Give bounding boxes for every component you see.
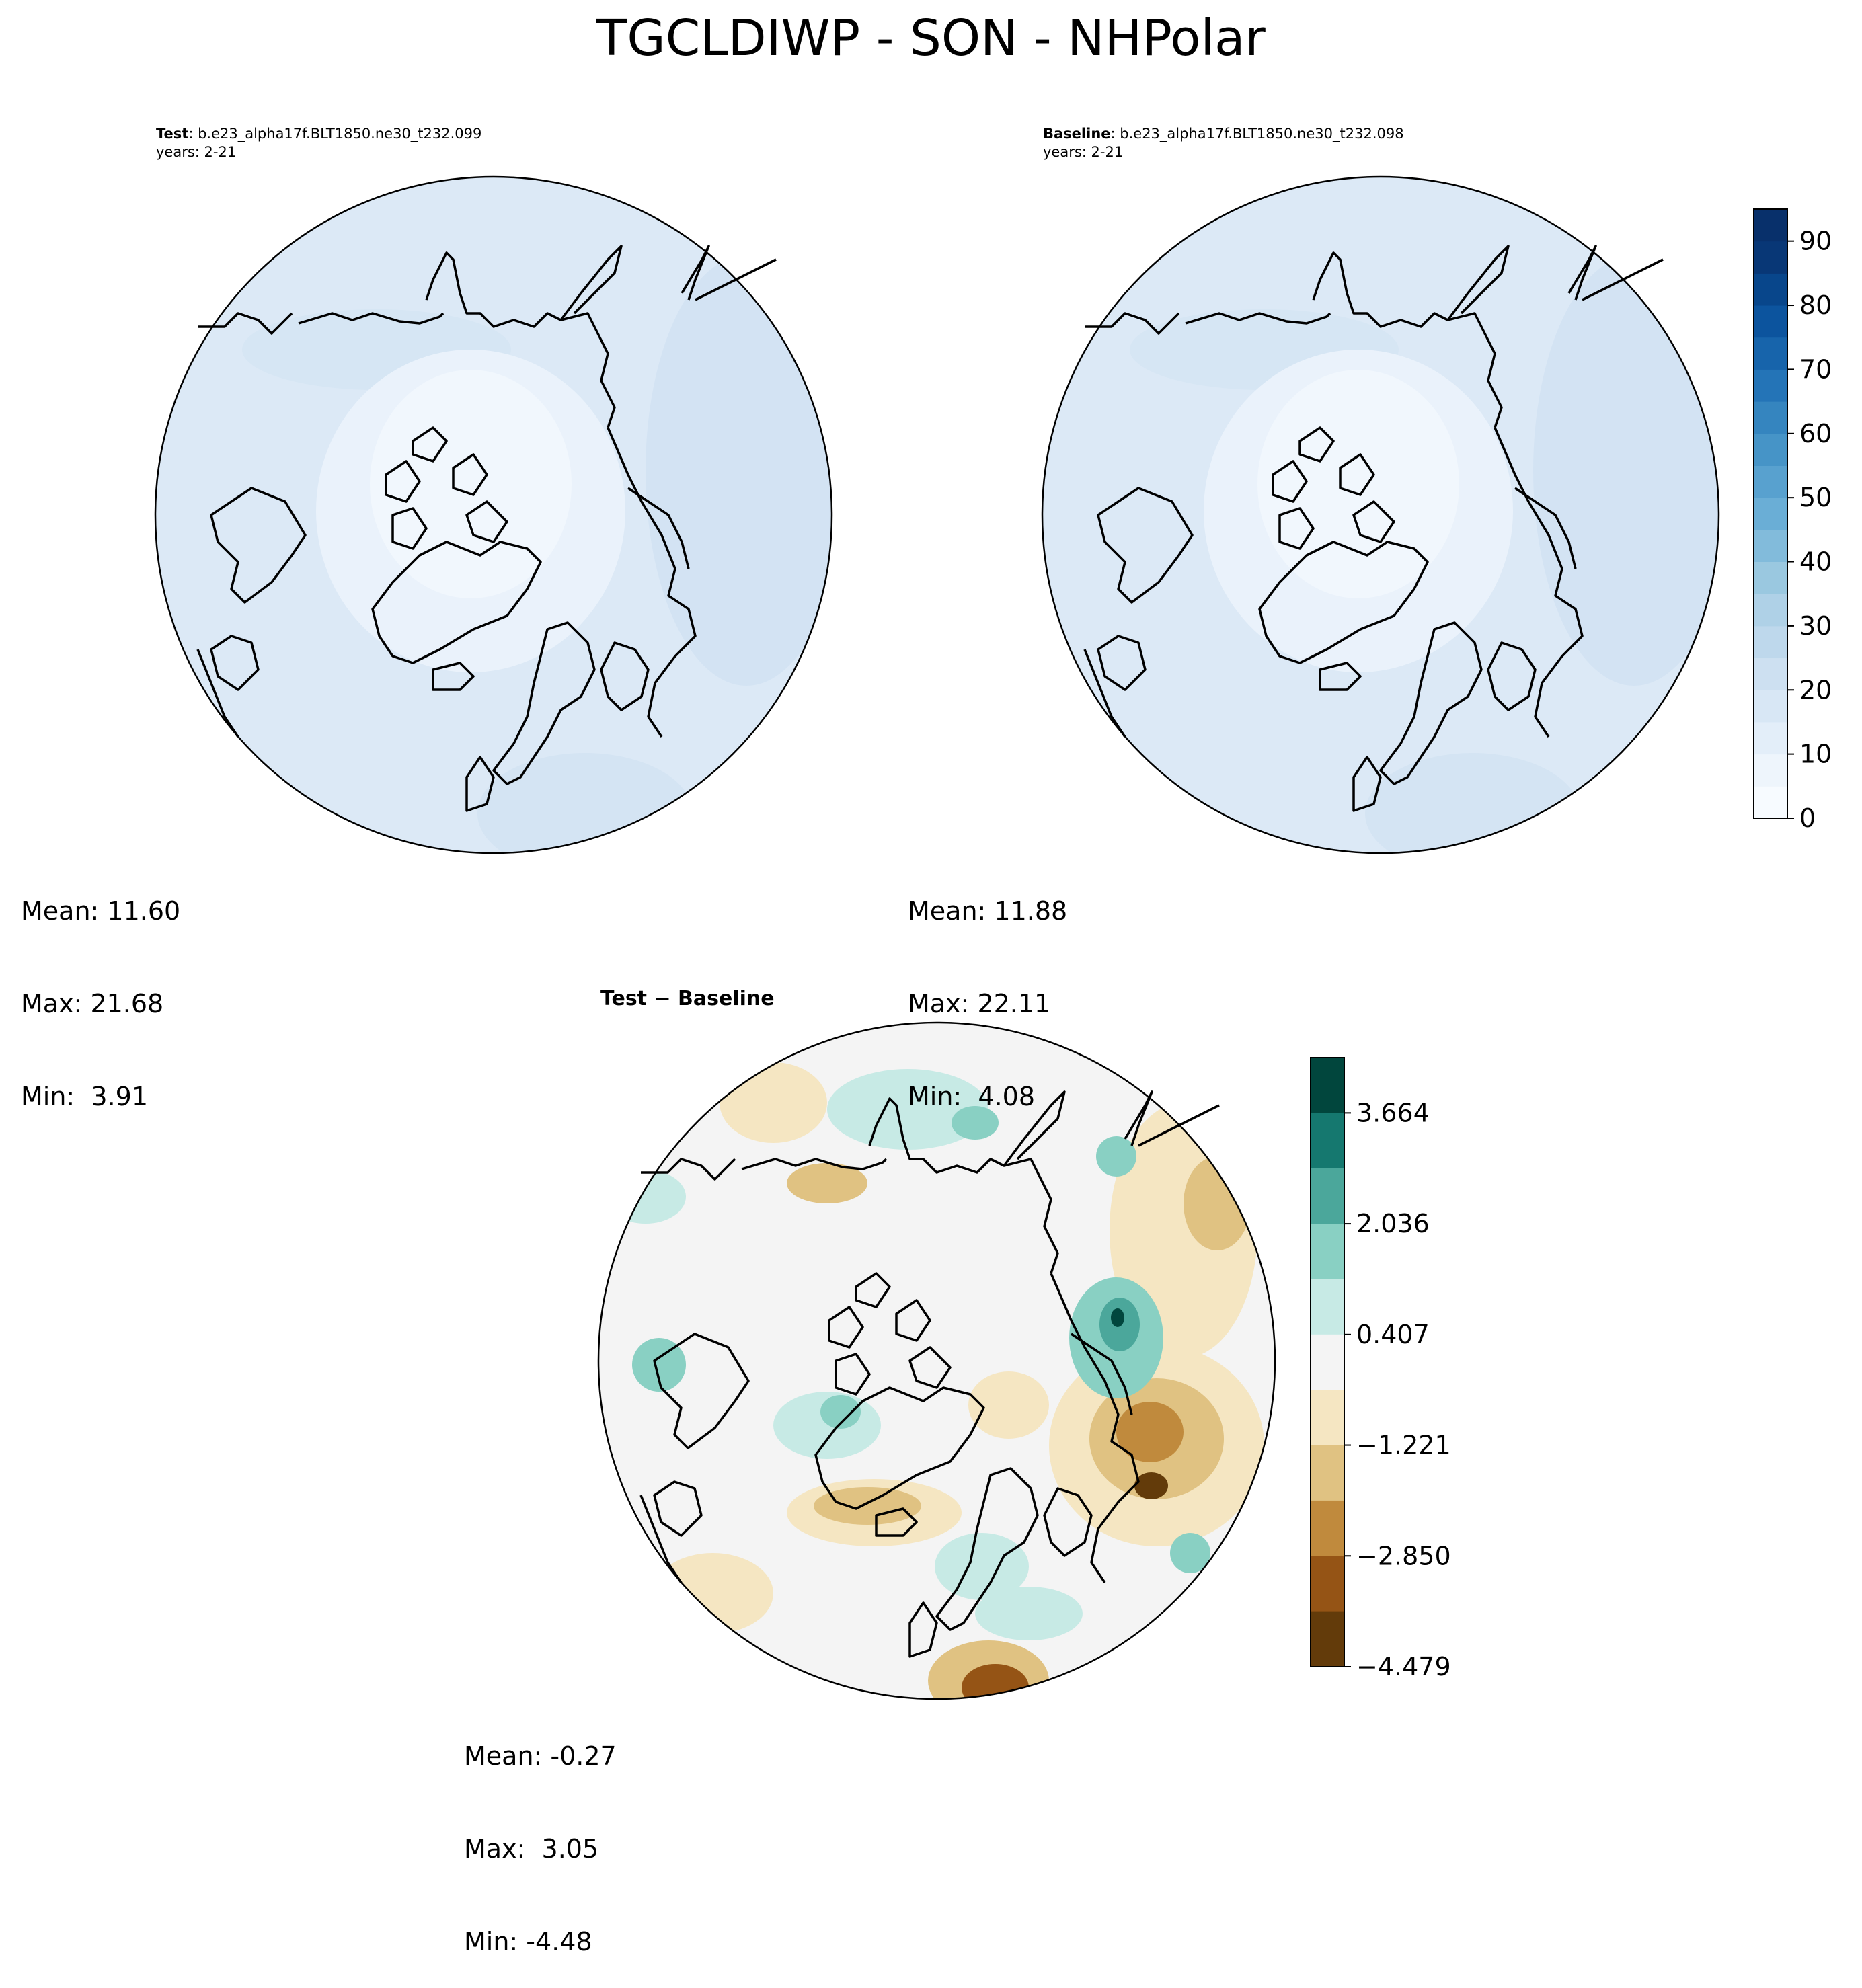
diff-colorbar-tick-label: −2.850 xyxy=(1356,1541,1451,1570)
diff-colorbar-band xyxy=(1311,1334,1344,1390)
field-colorbar-tick-label: 80 xyxy=(1799,290,1832,320)
field-colorbar-tick-label: 30 xyxy=(1799,611,1832,641)
field-colorbar-band xyxy=(1754,305,1787,338)
field-colorbar-band xyxy=(1754,433,1787,466)
diff-colorbar-band xyxy=(1311,1113,1344,1169)
diff-colorbar: 3.664 2.036 0.407 −1.221 −2.850 −4.479 xyxy=(1310,1057,1451,1681)
figure-title: TGCLDIWP - SON - NHPolar xyxy=(596,9,1266,67)
diff-colorbar-band xyxy=(1311,1445,1344,1501)
diff-colorbar-band xyxy=(1311,1500,1344,1556)
diff-colorbar-tick-label: 2.036 xyxy=(1356,1209,1430,1238)
field-colorbar-tick-label: 10 xyxy=(1799,740,1832,769)
field-colorbar-band xyxy=(1754,529,1787,563)
field-colorbar-band xyxy=(1754,369,1787,402)
field-colorbar-band xyxy=(1754,721,1787,755)
field-colorbar-band xyxy=(1754,690,1787,723)
field-colorbar-band xyxy=(1754,465,1787,498)
diff-colorbar-band xyxy=(1311,1058,1344,1113)
field-colorbar-tick-label: 90 xyxy=(1799,227,1832,256)
test-max: Max: 21.68 xyxy=(21,989,164,1019)
baseline-mean: Mean: 11.88 xyxy=(908,896,1068,926)
field-colorbar-tick-label: 40 xyxy=(1799,547,1832,577)
diff-colorbar-band xyxy=(1311,1390,1344,1446)
test-years: years: 2-21 xyxy=(156,144,237,160)
test-case-name: : b.e23_alpha17f.BLT1850.ne30_t232.099 xyxy=(188,126,482,142)
field-colorbar-band xyxy=(1754,625,1787,659)
field-colorbar-band xyxy=(1754,786,1787,819)
test-stats: Mean: 11.60 Max: 21.68 Min: 3.91 xyxy=(21,834,180,1143)
diff-colorbar-tick-label: 3.664 xyxy=(1356,1098,1430,1127)
diff-colorbar-tick-label: 0.407 xyxy=(1356,1320,1430,1349)
baseline-label-bold: Baseline xyxy=(1043,126,1111,142)
field-colorbar-tick-label: 0 xyxy=(1799,803,1816,833)
diff-max: Max: 3.05 xyxy=(464,1834,599,1864)
diff-colorbar-band xyxy=(1311,1168,1344,1224)
baseline-stats: Mean: 11.88 Max: 22.11 Min: 4.08 xyxy=(908,834,1067,1143)
diff-colorbar-band xyxy=(1311,1556,1344,1612)
field-colorbar: 0 10 20 30 40 50 60 70 80 90 xyxy=(1753,208,1832,833)
diff-title: Test − Baseline xyxy=(600,987,775,1010)
field-colorbar-band xyxy=(1754,658,1787,690)
diff-colorbar-band xyxy=(1311,1224,1344,1279)
field-colorbar-band xyxy=(1754,498,1787,530)
baseline-map xyxy=(1041,175,1720,854)
field-colorbar-tick-label: 70 xyxy=(1799,354,1832,384)
diff-stats: Mean: -0.27 Max: 3.05 Min: -4.48 xyxy=(464,1679,617,1988)
diff-mean: Mean: -0.27 xyxy=(464,1741,617,1771)
field-colorbar-band xyxy=(1754,337,1787,370)
test-case-label: Test: b.e23_alpha17f.BLT1850.ne30_t232.0… xyxy=(156,125,481,161)
test-map xyxy=(154,175,833,854)
baseline-case-label: Baseline: b.e23_alpha17f.BLT1850.ne30_t2… xyxy=(1043,125,1404,161)
field-colorbar-tick-label: 50 xyxy=(1799,483,1832,512)
baseline-max: Max: 22.11 xyxy=(908,989,1051,1019)
test-label-bold: Test xyxy=(156,126,189,142)
test-min: Min: 3.91 xyxy=(21,1082,148,1111)
field-colorbar-band xyxy=(1754,594,1787,627)
baseline-years: years: 2-21 xyxy=(1043,144,1124,160)
figure-canvas: 0 10 20 30 40 50 60 70 80 90 xyxy=(154,175,1832,1700)
field-colorbar-band xyxy=(1754,273,1787,306)
test-mean: Mean: 11.60 xyxy=(21,896,181,926)
diff-colorbar-tick-label: −4.479 xyxy=(1356,1652,1451,1681)
field-colorbar-band xyxy=(1754,754,1787,787)
field-colorbar-tick-label: 60 xyxy=(1799,419,1832,448)
diff-colorbar-tick-label: −1.221 xyxy=(1356,1431,1451,1460)
diff-colorbar-band xyxy=(1311,1279,1344,1335)
diff-colorbar-band xyxy=(1311,1611,1344,1667)
field-colorbar-tick-label: 20 xyxy=(1799,675,1832,705)
baseline-min: Min: 4.08 xyxy=(908,1082,1035,1111)
field-colorbar-band xyxy=(1754,401,1787,434)
baseline-case-name: : b.e23_alpha17f.BLT1850.ne30_t232.098 xyxy=(1110,126,1404,142)
diff-min: Min: -4.48 xyxy=(464,1927,592,1956)
field-colorbar-band xyxy=(1754,241,1787,274)
field-colorbar-band xyxy=(1754,561,1787,594)
field-colorbar-band xyxy=(1754,209,1787,242)
